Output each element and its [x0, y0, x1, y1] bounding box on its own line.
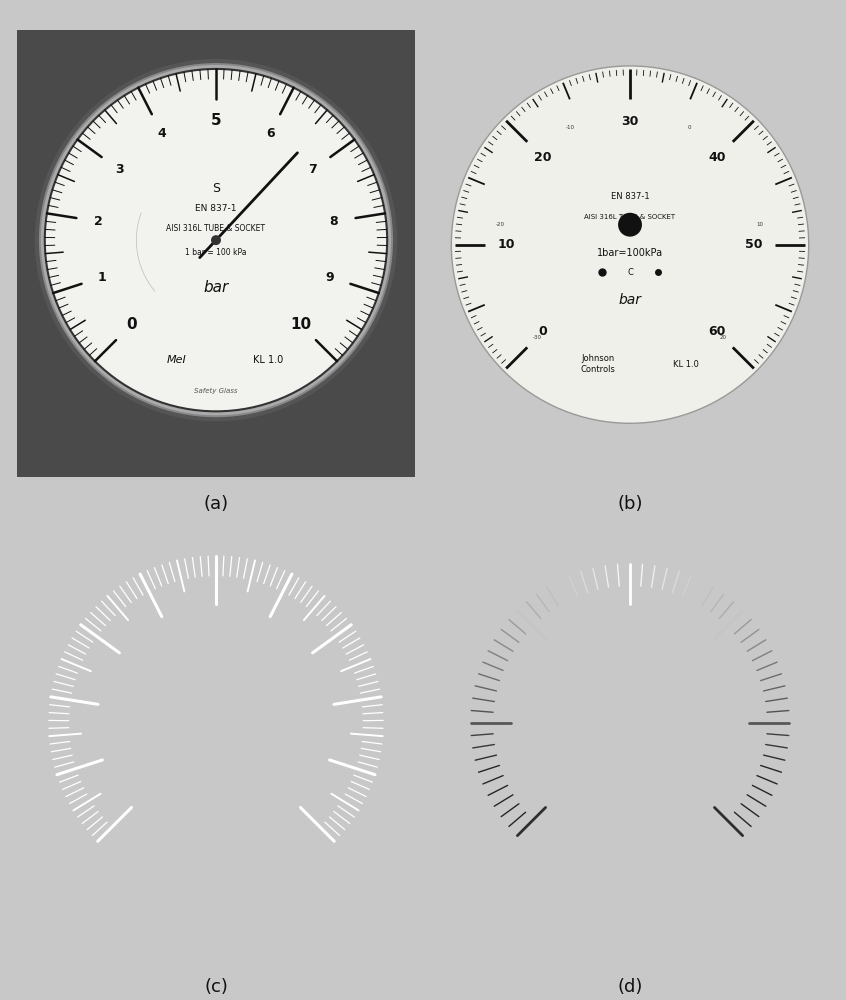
- Text: 4: 4: [157, 127, 166, 140]
- Text: -30: -30: [533, 335, 541, 340]
- Ellipse shape: [37, 61, 395, 419]
- Text: (c): (c): [204, 978, 228, 996]
- Text: MeI: MeI: [167, 355, 186, 365]
- Text: KL 1.0: KL 1.0: [253, 355, 283, 365]
- Text: S: S: [212, 182, 220, 195]
- Text: 6: 6: [266, 127, 274, 140]
- Text: bar: bar: [618, 293, 641, 307]
- Text: Johnson
Controls: Johnson Controls: [580, 354, 616, 374]
- Text: 30: 30: [621, 115, 639, 128]
- FancyBboxPatch shape: [17, 30, 415, 477]
- Text: 50: 50: [744, 238, 762, 251]
- Text: 60: 60: [709, 325, 726, 338]
- Text: AISI 316L TUBE & SOCKET: AISI 316L TUBE & SOCKET: [585, 214, 676, 220]
- Text: Safety Glass: Safety Glass: [195, 388, 238, 394]
- Text: 1bar=100kPa: 1bar=100kPa: [597, 248, 663, 258]
- Text: 40: 40: [709, 151, 726, 164]
- Text: EN 837-1: EN 837-1: [611, 192, 650, 201]
- Text: KL 1.0: KL 1.0: [673, 360, 699, 369]
- Text: 0: 0: [538, 325, 547, 338]
- Text: (a): (a): [203, 495, 228, 513]
- Text: 8: 8: [330, 215, 338, 228]
- Text: (d): (d): [618, 978, 643, 996]
- Text: (b): (b): [618, 495, 643, 513]
- Ellipse shape: [211, 235, 221, 245]
- Text: 2: 2: [94, 215, 102, 228]
- Text: 1 bar = 100 kPa: 1 bar = 100 kPa: [185, 248, 247, 257]
- Text: 10: 10: [497, 238, 515, 251]
- Text: C: C: [627, 268, 633, 277]
- Text: 0: 0: [126, 317, 137, 332]
- Ellipse shape: [618, 213, 642, 237]
- Text: bar: bar: [203, 280, 228, 295]
- Text: 9: 9: [325, 271, 334, 284]
- Text: AISI 316L TUBE & SOCKET: AISI 316L TUBE & SOCKET: [167, 224, 266, 233]
- Text: 7: 7: [308, 163, 317, 176]
- Text: 1: 1: [98, 271, 107, 284]
- Ellipse shape: [452, 66, 809, 423]
- Text: 20: 20: [719, 335, 727, 340]
- Text: 5: 5: [211, 113, 222, 128]
- Ellipse shape: [45, 69, 387, 411]
- Text: 3: 3: [115, 163, 124, 176]
- Text: -20: -20: [496, 222, 505, 227]
- Text: 10: 10: [756, 222, 763, 227]
- Text: 0: 0: [688, 125, 691, 130]
- Text: 10: 10: [290, 317, 311, 332]
- Text: EN 837-1: EN 837-1: [195, 204, 237, 213]
- Text: -10: -10: [566, 125, 575, 130]
- Ellipse shape: [41, 65, 391, 415]
- Text: 20: 20: [534, 151, 552, 164]
